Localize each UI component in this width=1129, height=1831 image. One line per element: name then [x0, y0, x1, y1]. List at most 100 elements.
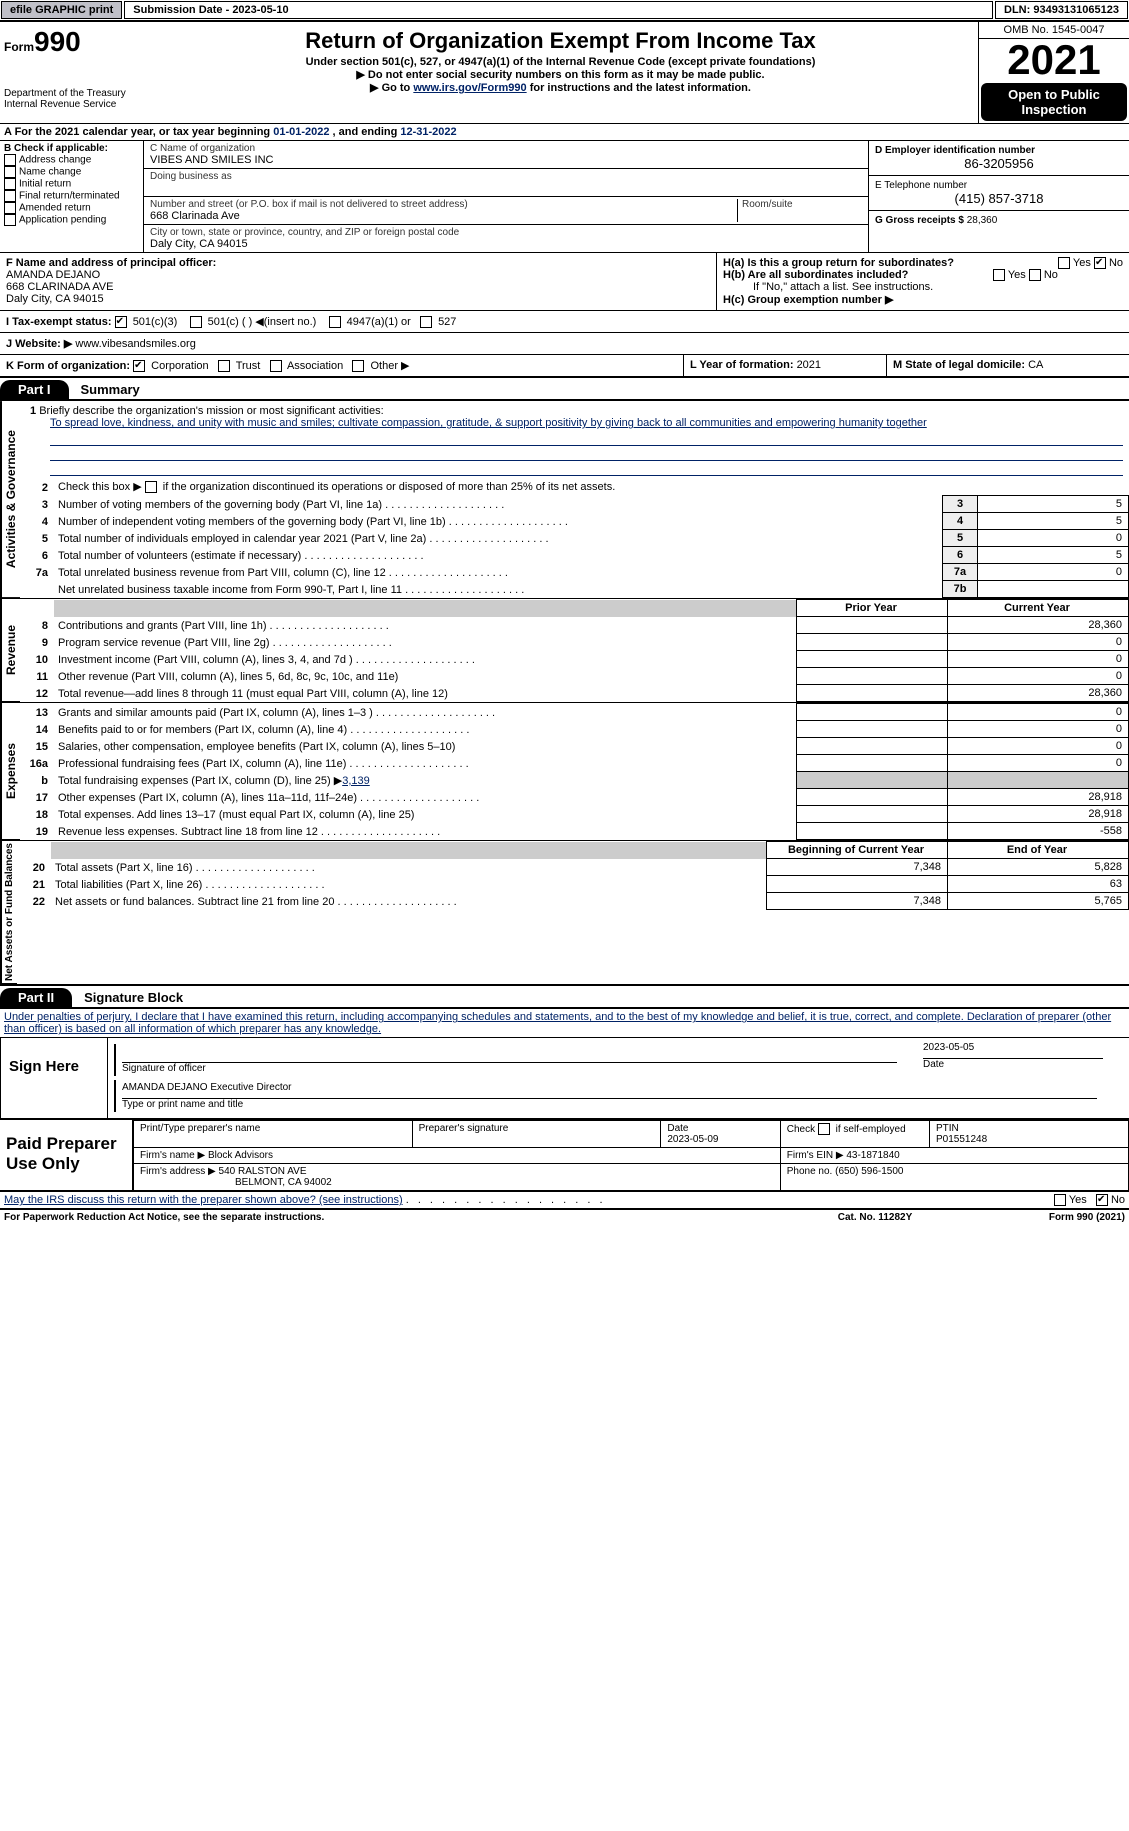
declaration-text[interactable]: Under penalties of perjury, I declare th…	[4, 1011, 1111, 1035]
signature-line[interactable]	[122, 1046, 897, 1063]
chk-name-change[interactable]	[4, 166, 16, 178]
chk-final-return[interactable]	[4, 190, 16, 202]
prep-date-lbl: Date	[667, 1123, 688, 1134]
hb-label: H(b) Are all subordinates included?	[723, 269, 908, 281]
chk-address-change[interactable]	[4, 154, 16, 166]
chk-527[interactable]	[420, 316, 432, 328]
sign-here-block: Sign Here Signature of officer 2023-05-0…	[0, 1037, 1129, 1119]
blank-line	[50, 461, 1123, 476]
line4: Number of independent voting members of …	[54, 513, 943, 530]
side-activities: Activities & Governance	[0, 401, 20, 598]
firm-ein-lbl: Firm's EIN ▶	[787, 1150, 847, 1161]
chk-assoc[interactable]	[270, 360, 282, 372]
beg21	[767, 876, 948, 893]
discuss-no: No	[1111, 1194, 1125, 1206]
part1-title: Summary	[69, 382, 140, 397]
org-name: VIBES AND SMILES INC	[150, 154, 273, 166]
part1-tab: Part I	[0, 380, 69, 399]
form-word: Form	[4, 40, 34, 54]
chk-hb-yes[interactable]	[993, 269, 1005, 281]
ptin-val: P01551248	[936, 1134, 987, 1145]
chk-discuss-no[interactable]	[1096, 1194, 1108, 1206]
efile-print-button[interactable]: efile GRAPHIC print	[1, 1, 122, 19]
irs-link[interactable]: www.irs.gov/Form990	[413, 82, 526, 94]
val16a: 0	[948, 755, 1129, 772]
line16b: Total fundraising expenses (Part IX, col…	[54, 772, 797, 789]
chk-line2[interactable]	[145, 481, 157, 493]
header-sub2: ▶ Do not enter social security numbers o…	[147, 68, 974, 81]
chk-ha-yes[interactable]	[1058, 257, 1070, 269]
val11: 0	[948, 668, 1129, 685]
lbl-corp: Corporation	[151, 360, 208, 372]
gross-value: 28,360	[967, 215, 998, 226]
ha-yes: Yes	[1073, 257, 1091, 269]
officer-addr1: 668 CLARINADA AVE	[6, 281, 113, 293]
chk-trust[interactable]	[218, 360, 230, 372]
line16a: Professional fundraising fees (Part IX, …	[54, 755, 797, 772]
part2-tab: Part II	[0, 988, 72, 1007]
ptin-lbl: PTIN	[936, 1123, 959, 1134]
footer-mid: Cat. No. 11282Y	[775, 1212, 975, 1223]
end20: 5,828	[948, 859, 1129, 876]
lbl-501c: 501(c) ( ) ◀(insert no.)	[208, 316, 317, 328]
chk-amended[interactable]	[4, 202, 16, 214]
lbl-initial-return: Initial return	[19, 179, 71, 190]
section-expenses: Expenses 13Grants and similar amounts pa…	[0, 703, 1129, 841]
prep-selfemp: Check if self-employed	[787, 1124, 906, 1135]
firm-addr-lbl: Firm's address ▶	[140, 1166, 219, 1177]
lbl-501c3: 501(c)(3)	[133, 316, 178, 328]
chk-other[interactable]	[352, 360, 364, 372]
chk-ha-no[interactable]	[1094, 257, 1106, 269]
hdr-curr: Current Year	[948, 600, 1129, 617]
line7b: Net unrelated business taxable income fr…	[54, 581, 943, 598]
chk-4947[interactable]	[329, 316, 341, 328]
val7a: 0	[978, 564, 1129, 581]
prep-sig-hdr: Preparer's signature	[412, 1121, 661, 1148]
end22: 5,765	[948, 893, 1129, 910]
chk-501c[interactable]	[190, 316, 202, 328]
end21: 63	[948, 876, 1129, 893]
perjury-declaration: Under penalties of perjury, I declare th…	[0, 1009, 1129, 1037]
form-org-label: K Form of organization:	[6, 360, 130, 372]
year-form-value: 2021	[797, 359, 821, 371]
mission-text[interactable]: To spread love, kindness, and unity with…	[50, 417, 1123, 431]
city-label: City or town, state or province, country…	[150, 227, 459, 238]
blank-line	[50, 431, 1123, 446]
date-line: 2023-05-05	[923, 1042, 1103, 1059]
footer-left: For Paperwork Reduction Act Notice, see …	[4, 1212, 775, 1223]
form-num: 990	[34, 26, 81, 57]
chk-selfemp[interactable]	[818, 1123, 830, 1135]
val6: 5	[978, 547, 1129, 564]
val9: 0	[948, 634, 1129, 651]
line3: Number of voting members of the governin…	[54, 496, 943, 513]
chk-app-pending[interactable]	[4, 214, 16, 226]
city-value: Daly City, CA 94015	[150, 238, 248, 250]
line17: Other expenses (Part IX, column (A), lin…	[54, 789, 797, 806]
footer: For Paperwork Reduction Act Notice, see …	[0, 1209, 1129, 1225]
val17: 28,918	[948, 789, 1129, 806]
prep-name-hdr: Print/Type preparer's name	[134, 1121, 413, 1148]
chk-initial-return[interactable]	[4, 178, 16, 190]
discuss-text[interactable]: May the IRS discuss this return with the…	[4, 1194, 403, 1206]
beg20: 7,348	[767, 859, 948, 876]
open-public-badge: Open to Public Inspection	[981, 83, 1127, 121]
chk-corp[interactable]	[133, 360, 145, 372]
firm-name: Block Advisors	[208, 1150, 273, 1161]
col-b-header: B Check if applicable:	[4, 143, 108, 154]
hdr-begin: Beginning of Current Year	[767, 842, 948, 859]
firm-phone: (650) 596-1500	[835, 1166, 903, 1177]
mission-label: Briefly describe the organization's miss…	[39, 405, 383, 417]
line6: Total number of volunteers (estimate if …	[54, 547, 943, 564]
org-name-label: C Name of organization	[150, 143, 255, 154]
chk-501c3[interactable]	[115, 316, 127, 328]
footer-right: Form 990 (2021)	[975, 1212, 1125, 1223]
chk-discuss-yes[interactable]	[1054, 1194, 1066, 1206]
dln: DLN: 93493131065123	[995, 1, 1128, 19]
row-a-calendar: A For the 2021 calendar year, or tax yea…	[0, 124, 1129, 141]
chk-hb-no[interactable]	[1029, 269, 1041, 281]
side-revenue: Revenue	[0, 599, 20, 702]
lbl-amended: Amended return	[19, 203, 91, 214]
discuss-yes: Yes	[1069, 1194, 1087, 1206]
hc-label: H(c) Group exemption number ▶	[723, 294, 893, 306]
line15: Salaries, other compensation, employee b…	[54, 738, 797, 755]
